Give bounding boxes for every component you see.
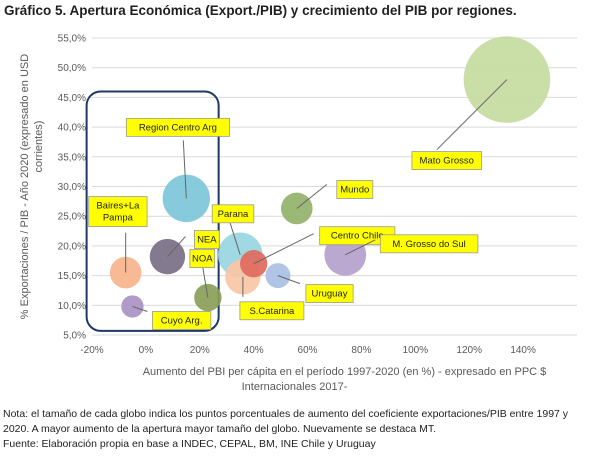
x-tick-label: -20%: [80, 345, 103, 356]
y-tick-label: 50,0%: [58, 63, 86, 74]
leader-noa: [202, 267, 209, 298]
data-label-noa: NOA: [192, 254, 213, 265]
bubble-chart: 5,0% 10,0% 15,0% 20,0% 25,0% 30,0% 35,0% 40,0% 4…: [19, 34, 577, 393]
y-tick-label: 15,0%: [58, 271, 86, 282]
data-label-mundo: Mundo: [340, 184, 369, 195]
data-label-baires-la-pampa: Pampa: [103, 213, 134, 224]
x-tick-label: 80%: [351, 345, 371, 356]
label-box-mundo: [336, 180, 374, 199]
label-box-uruguay: [305, 284, 354, 304]
leader-region-centro-arg: [182, 140, 187, 199]
label-box-region-centro-arg: [125, 117, 230, 137]
data-label-s-catarina: S.Catarina: [249, 306, 295, 317]
leader-m-grosso-do-sul: [345, 239, 376, 256]
leader-mundo: [296, 184, 328, 209]
x-tick-label: 60%: [298, 345, 318, 356]
x-axis-label-line2: Internacionales 2017-: [242, 381, 348, 393]
note-line-1: Nota: el tamaño de cada globo indica los…: [3, 408, 569, 420]
x-axis-label-line1: Aumento del PBI per cápita en el período…: [143, 366, 547, 378]
x-tick-label: 40%: [244, 345, 264, 356]
label-box-s-catarina: [239, 301, 305, 321]
data-label-parana: Parana: [218, 209, 249, 220]
leader-cuyo-arg-: [132, 306, 148, 312]
chart-title: Gráfico 5. Apertura Económica (Export./P…: [4, 3, 517, 18]
label-box-nea: [194, 230, 220, 249]
note-line-2: 2020. A mayor aumento de la apertura may…: [3, 423, 437, 435]
x-tick-label: 120%: [456, 345, 482, 356]
x-tick-label: 0%: [139, 345, 154, 356]
leader-centro-chile: [253, 233, 314, 265]
x-tick-label: 20%: [190, 345, 210, 356]
y-tick-label: 10,0%: [58, 301, 86, 312]
leader-nea: [167, 236, 186, 257]
y-tick-label: 35,0%: [58, 152, 86, 163]
data-label-baires-la-pampa: Baires+La: [96, 201, 140, 212]
data-label-m-grosso-do-sul: M. Grosso do Sul: [392, 239, 465, 250]
data-label-nea: NEA: [197, 235, 217, 246]
y-tick-label: 55,0%: [58, 34, 86, 45]
y-axis-label-line1: % Exportaciones / PIB - Año 2020 (expres…: [19, 54, 31, 319]
data-label-centro-chile: Centro Chile: [331, 231, 384, 242]
data-label-region-centro-arg: Region Centro Arg: [139, 122, 217, 133]
x-tick-label: 140%: [510, 345, 536, 356]
label-box-noa: [189, 249, 216, 268]
label-box-parana: [211, 204, 255, 224]
y-tick-label: 20,0%: [58, 241, 86, 252]
y-tick-label: 30,0%: [58, 182, 86, 193]
leader-mato-grosso: [436, 79, 508, 150]
data-label-cuyo-arg-: Cuyo Arg.: [161, 315, 203, 326]
y-tick-label: 45,0%: [58, 93, 86, 104]
label-box-cuyo-arg-: [152, 311, 212, 330]
x-tick-label: 100%: [403, 345, 429, 356]
y-tick-label: 40,0%: [58, 123, 86, 134]
chart-notes: Nota: el tamaño de cada globo indica los…: [3, 407, 603, 452]
label-box-m-grosso-do-sul: [379, 234, 479, 254]
y-tick-label: 5,0%: [63, 331, 86, 342]
note-line-3: Fuente: Elaboración propia en base a IND…: [3, 438, 376, 450]
leader-uruguay: [277, 275, 301, 285]
data-label-mato-grosso: Mato Grosso: [420, 156, 474, 167]
y-axis-label-line2: corrientes): [33, 121, 45, 173]
label-box-mato-grosso: [411, 151, 482, 170]
y-tick-label: 25,0%: [58, 212, 86, 223]
label-box-baires-la-pampa: [88, 196, 148, 228]
data-label-uruguay: Uruguay: [312, 289, 348, 300]
